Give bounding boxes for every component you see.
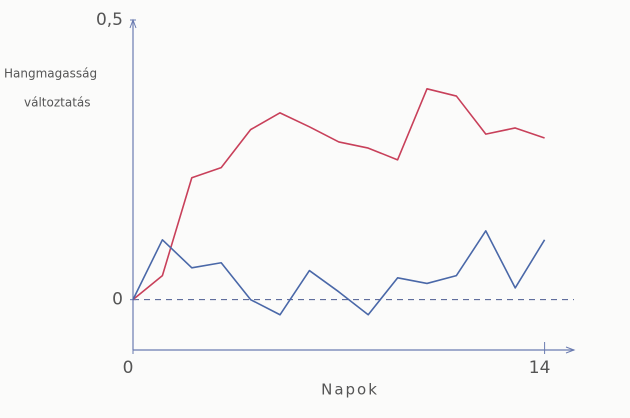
series-line [132,230,546,316]
y-axis-label: Hangmagasság [4,67,97,81]
x-tick-label: 0 [123,358,134,378]
series-line [132,87,545,301]
x-axis-arrow [565,346,576,354]
y-tick-label: 0 [112,290,123,310]
y-axis-label: változtatás [24,96,91,110]
x-axis-label: Napok [321,381,379,399]
y-tick-label: 0,5 [96,10,123,30]
x-tick-label: 14 [529,358,551,378]
